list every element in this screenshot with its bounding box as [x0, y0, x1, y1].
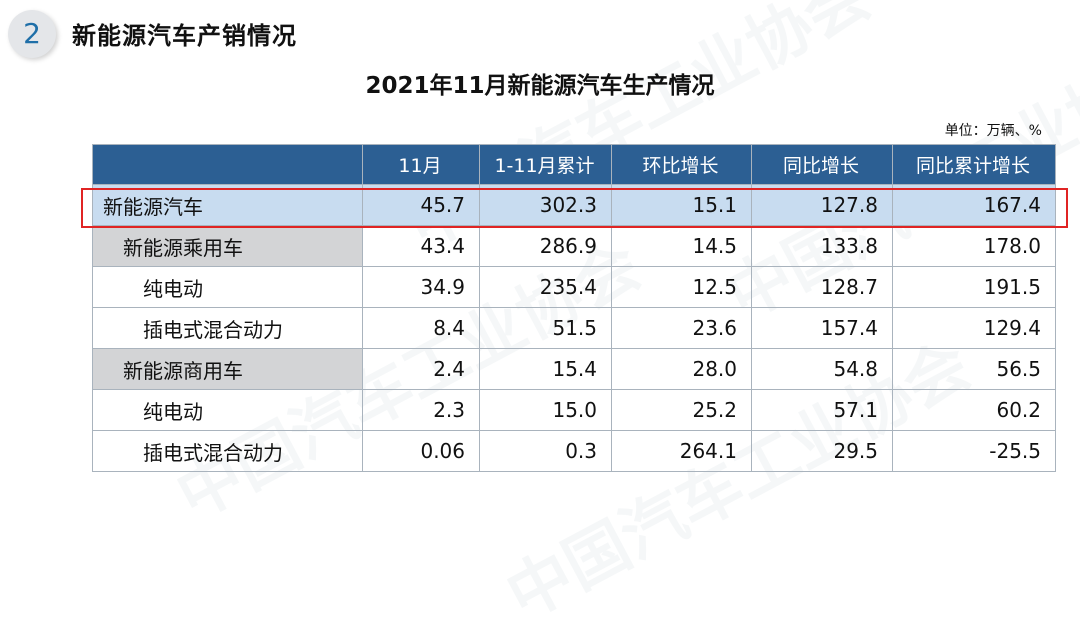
table-cell: 129.4	[892, 307, 1056, 349]
table-cell: 34.9	[362, 266, 480, 308]
table-cell: 0.06	[362, 430, 480, 472]
table-cell: 264.1	[611, 430, 752, 472]
row-label: 插电式混合动力	[92, 430, 363, 472]
table-cell: 56.5	[892, 348, 1056, 390]
row-label: 纯电动	[92, 266, 363, 308]
table-cell: 23.6	[611, 307, 752, 349]
column-header: 11月	[362, 144, 480, 185]
section-number: 2	[23, 17, 41, 50]
table-row: 新能源商用车 2.4 15.4 28.0 54.8 56.5	[92, 348, 1056, 390]
table-cell: 286.9	[479, 225, 612, 267]
table-cell: 28.0	[611, 348, 752, 390]
production-table: 11月 1-11月累计 环比增长 同比增长 同比累计增长 新能源汽车 45.7 …	[92, 144, 1056, 472]
table-cell: 157.4	[751, 307, 893, 349]
section-number-badge: 2	[8, 10, 56, 58]
table-cell: 128.7	[751, 266, 893, 308]
table-cell: 178.0	[892, 225, 1056, 267]
table-row: 插电式混合动力 8.4 51.5 23.6 157.4 129.4	[92, 307, 1056, 349]
section-header: 2 新能源汽车产销情况	[0, 0, 1080, 60]
column-header: 1-11月累计	[479, 144, 612, 185]
table-cell: 43.4	[362, 225, 480, 267]
table-cell: 127.8	[751, 184, 893, 226]
table-header-row: 11月 1-11月累计 环比增长 同比增长 同比累计增长	[92, 144, 1056, 185]
table-cell: 2.4	[362, 348, 480, 390]
row-label: 纯电动	[92, 389, 363, 431]
column-header: 同比累计增长	[892, 144, 1056, 185]
table-row: 新能源汽车 45.7 302.3 15.1 127.8 167.4	[92, 184, 1056, 226]
table-cell: 54.8	[751, 348, 893, 390]
table-cell: 2.3	[362, 389, 480, 431]
section-title: 新能源汽车产销情况	[72, 22, 297, 50]
table-cell: 0.3	[479, 430, 612, 472]
row-label: 新能源乘用车	[92, 225, 363, 267]
table-cell: 15.1	[611, 184, 752, 226]
table-cell: 25.2	[611, 389, 752, 431]
table-cell: 133.8	[751, 225, 893, 267]
table-cell: -25.5	[892, 430, 1056, 472]
table-cell: 60.2	[892, 389, 1056, 431]
table-row: 纯电动 34.9 235.4 12.5 128.7 191.5	[92, 266, 1056, 308]
table-cell: 29.5	[751, 430, 893, 472]
row-label: 新能源汽车	[92, 184, 363, 226]
row-label: 新能源商用车	[92, 348, 363, 390]
table-row: 插电式混合动力 0.06 0.3 264.1 29.5 -25.5	[92, 430, 1056, 472]
column-header	[92, 144, 363, 185]
table-cell: 45.7	[362, 184, 480, 226]
table-cell: 8.4	[362, 307, 480, 349]
table-title: 2021年11月新能源汽车生产情况	[365, 73, 715, 99]
table-cell: 15.0	[479, 389, 612, 431]
column-header: 环比增长	[611, 144, 752, 185]
row-label: 插电式混合动力	[92, 307, 363, 349]
table-cell: 14.5	[611, 225, 752, 267]
table-cell: 12.5	[611, 266, 752, 308]
table-cell: 51.5	[479, 307, 612, 349]
table-cell: 15.4	[479, 348, 612, 390]
unit-label: 单位：万辆、%	[944, 123, 1042, 139]
table-cell: 167.4	[892, 184, 1056, 226]
table-cell: 235.4	[479, 266, 612, 308]
column-header: 同比增长	[751, 144, 893, 185]
table-cell: 57.1	[751, 389, 893, 431]
table-row: 纯电动 2.3 15.0 25.2 57.1 60.2	[92, 389, 1056, 431]
table-cell: 302.3	[479, 184, 612, 226]
table-row: 新能源乘用车 43.4 286.9 14.5 133.8 178.0	[92, 225, 1056, 267]
table-cell: 191.5	[892, 266, 1056, 308]
